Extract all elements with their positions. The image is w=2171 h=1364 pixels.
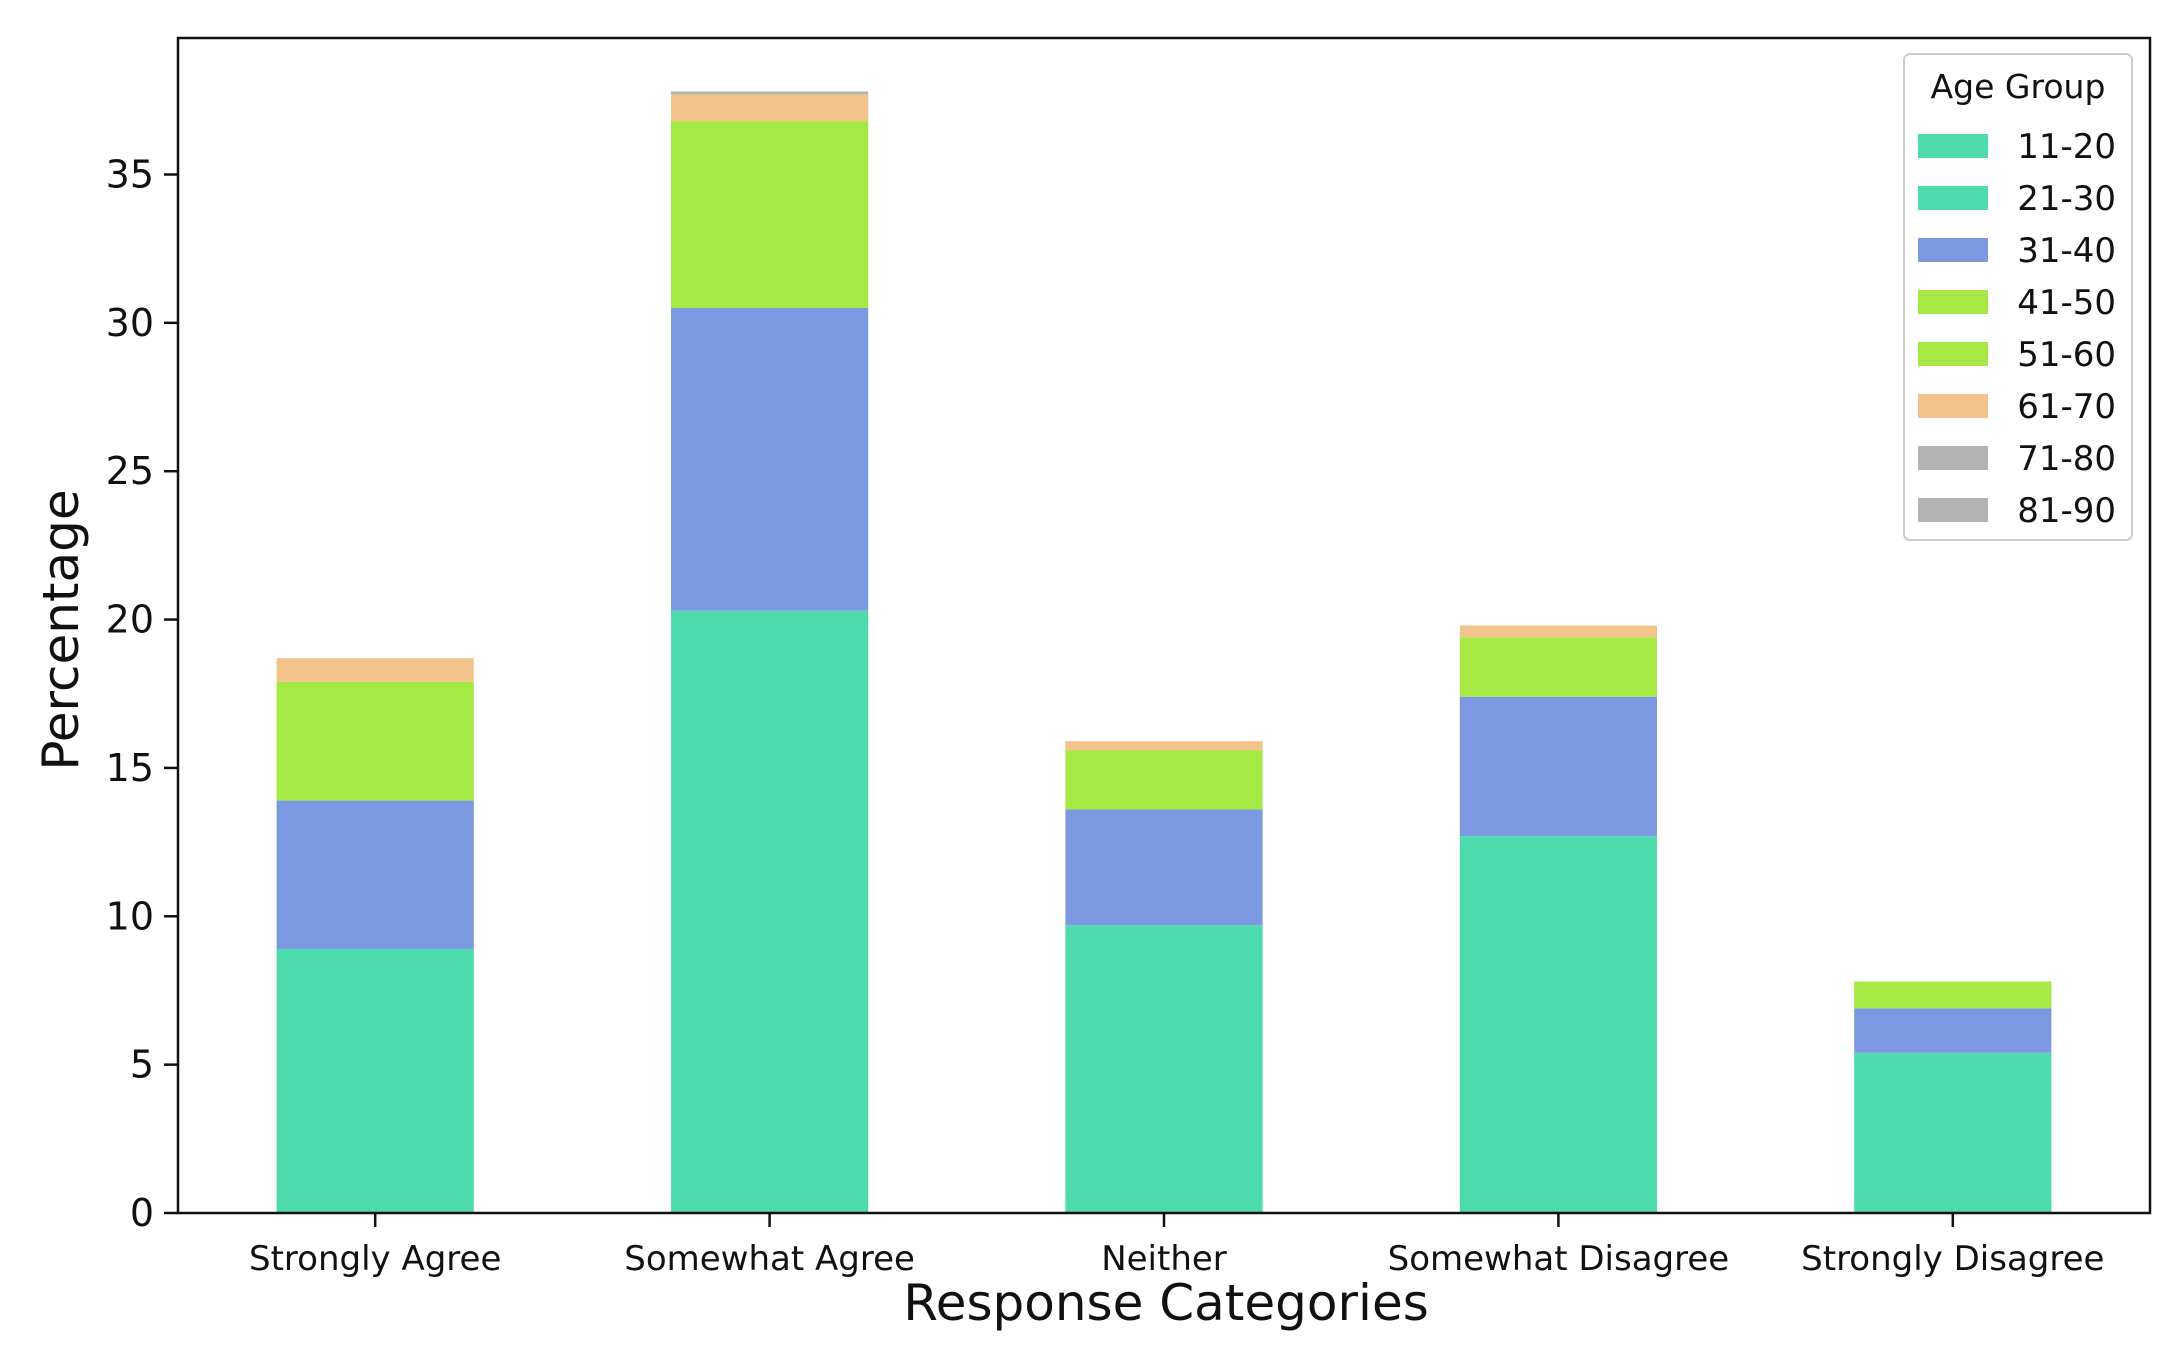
bar-segment (671, 91, 869, 95)
y-tick-label: 15 (106, 746, 154, 790)
bar-segment (1854, 1052, 2052, 1213)
bar-segment (1854, 1008, 2052, 1053)
legend-label: 41-50 (2017, 283, 2116, 323)
legend-swatch (1918, 498, 1988, 522)
bar-segment (671, 121, 869, 309)
bar-segment (276, 658, 474, 682)
y-tick-label: 5 (130, 1043, 154, 1087)
bar-segment (1459, 836, 1657, 1213)
x-tick-label: Strongly Disagree (1801, 1239, 2104, 1279)
legend-swatch (1918, 186, 1988, 210)
x-tick-label: Somewhat Disagree (1388, 1239, 1730, 1279)
legend-swatch (1918, 446, 1988, 470)
bar-segment (1459, 696, 1657, 837)
bar-segment (1065, 750, 1263, 810)
bar-segment (1459, 637, 1657, 697)
bar-segment (1854, 981, 2052, 1009)
legend-swatch (1918, 134, 1988, 158)
legend-label: 81-90 (2017, 491, 2116, 531)
legend-label: 71-80 (2017, 439, 2116, 479)
legend-label: 51-60 (2017, 335, 2116, 375)
bar-segment (1065, 741, 1263, 751)
y-tick-label: 0 (130, 1191, 154, 1235)
bar-segment (1459, 625, 1657, 638)
legend-swatch (1918, 394, 1988, 418)
y-tick-label: 25 (106, 449, 154, 493)
legend-label: 21-30 (2017, 179, 2116, 219)
y-axis-title: Percentage (32, 489, 90, 770)
x-axis-title: Response Categories (903, 1274, 1429, 1332)
bar-segment (1065, 925, 1263, 1213)
legend-swatch (1918, 290, 1988, 314)
legend-label: 11-20 (2017, 127, 2116, 167)
bar-segment (276, 800, 474, 949)
bar-segment (671, 610, 869, 1213)
bar-segment (276, 948, 474, 1213)
legend-label: 61-70 (2017, 387, 2116, 427)
bars-layer (276, 91, 2052, 1213)
bar-segment (671, 308, 869, 611)
x-tick-label: Somewhat Agree (624, 1239, 915, 1279)
legend-title: Age Group (1931, 67, 2106, 106)
bar-segment (671, 94, 869, 122)
y-tick-label: 10 (106, 894, 154, 938)
legend: Age Group 11-20 21-30 31-40 41-50 51-60 61-70 7… (1903, 53, 2133, 541)
y-tick-label: 30 (106, 301, 154, 345)
y-tick-label: 20 (106, 598, 154, 642)
axes-layer: 0 5 10 15 20 25 30 35 Strongly Agree Somewhat Agr… (106, 36, 2152, 1279)
x-tick-label: Neither (1101, 1239, 1227, 1279)
legend-swatch (1918, 342, 1988, 366)
x-tick-label: Strongly Agree (249, 1239, 501, 1279)
legend-swatch (1918, 238, 1988, 262)
y-tick-label: 35 (106, 152, 154, 196)
legend-label: 31-40 (2017, 231, 2116, 271)
bar-segment (276, 681, 474, 801)
bar-segment (1065, 809, 1263, 926)
legend-box (1903, 53, 2133, 541)
